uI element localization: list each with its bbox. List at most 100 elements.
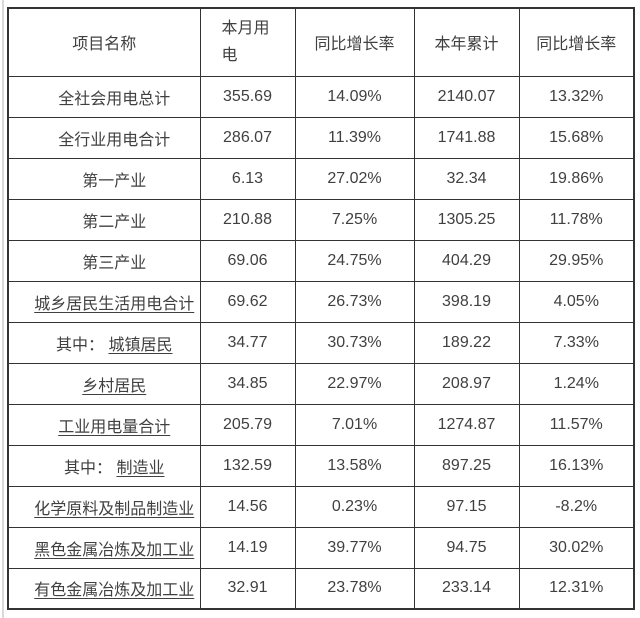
- value-cell: 13.58%: [294, 444, 415, 487]
- row-label-prefix: 其中：: [64, 459, 117, 477]
- table-row: 乡村居民 34.85 22.97% 208.97 1.24%: [7, 362, 635, 405]
- value-cell: 32.91: [199, 567, 296, 610]
- row-label-cell: 其中： 制造业: [7, 444, 201, 487]
- value-cell: 15.68%: [518, 116, 635, 159]
- value-cell: 11.57%: [518, 403, 635, 446]
- row-label-prefix: 其中：: [56, 336, 109, 354]
- row-link[interactable]: 城乡居民生活用电合计: [34, 295, 195, 313]
- row-label-cell: 工业用电量合计: [7, 403, 201, 446]
- row-label-cell: 第三产业: [7, 239, 201, 282]
- row-label-cell: 乡村居民: [7, 362, 201, 405]
- row-label-cell: 全社会用电总计: [7, 75, 201, 118]
- row-link[interactable]: 黑色金属冶炼及加工业: [34, 541, 195, 559]
- value-cell: 2140.07: [413, 75, 520, 118]
- table-row: 全社会用电总计 355.69 14.09% 2140.07 13.32%: [7, 75, 635, 118]
- value-cell: 7.33%: [518, 321, 635, 364]
- row-link[interactable]: 制造业: [116, 459, 165, 477]
- row-link[interactable]: 工业用电量合计: [58, 418, 171, 436]
- row-label: 第二产业: [82, 213, 147, 231]
- table-row: 黑色金属冶炼及加工业 14.19 39.77% 94.75 30.02%: [7, 526, 635, 569]
- row-label-cell: 化学原料及制品制造业: [7, 485, 201, 528]
- value-cell: 97.15: [413, 485, 520, 528]
- value-cell: 1.24%: [518, 362, 635, 405]
- value-cell: 13.32%: [518, 75, 635, 118]
- page-left-rule: [2, 0, 4, 618]
- value-cell: 94.75: [413, 526, 520, 569]
- value-cell: 69.06: [199, 239, 296, 282]
- value-cell: 0.23%: [294, 485, 415, 528]
- row-label-cell: 城乡居民生活用电合计: [7, 280, 201, 323]
- col-header-yoy-growth-ytd: 同比增长率: [518, 7, 635, 77]
- table-body: 全社会用电总计 355.69 14.09% 2140.07 13.32% 全行业用电合计 2…: [7, 75, 635, 610]
- row-label-cell: 有色金属冶炼及加工业: [7, 567, 201, 610]
- value-cell: 39.77%: [294, 526, 415, 569]
- value-cell: 32.34: [413, 157, 520, 200]
- value-cell: 286.07: [199, 116, 296, 159]
- value-cell: 7.01%: [294, 403, 415, 446]
- value-cell: 189.22: [413, 321, 520, 364]
- value-cell: 27.02%: [294, 157, 415, 200]
- value-cell: 1741.88: [413, 116, 520, 159]
- row-label: 第三产业: [82, 254, 147, 272]
- row-label-cell: 第二产业: [7, 198, 201, 241]
- row-label-cell: 第一产业: [7, 157, 201, 200]
- value-cell: 7.25%: [294, 198, 415, 241]
- row-label: 第一产业: [82, 172, 147, 190]
- row-label: 全社会用电总计: [58, 90, 171, 108]
- value-cell: 69.62: [199, 280, 296, 323]
- value-cell: 24.75%: [294, 239, 415, 282]
- col-header-month-usage: 本月用 电: [199, 7, 296, 77]
- value-cell: 897.25: [413, 444, 520, 487]
- value-cell: 4.05%: [518, 280, 635, 323]
- table-row: 全行业用电合计 286.07 11.39% 1741.88 15.68%: [7, 116, 635, 159]
- table-row: 其中： 制造业 132.59 13.58% 897.25 16.13%: [7, 444, 635, 487]
- table-header-row: 项目名称 本月用 电 同比增长率 本年累计 同比增长率: [7, 7, 635, 77]
- table-row: 有色金属冶炼及加工业 32.91 23.78% 233.14 12.31%: [7, 567, 635, 610]
- value-cell: 30.73%: [294, 321, 415, 364]
- value-cell: 404.29: [413, 239, 520, 282]
- value-cell: 210.88: [199, 198, 296, 241]
- value-cell: 208.97: [413, 362, 520, 405]
- table-row: 化学原料及制品制造业 14.56 0.23% 97.15 -8.2%: [7, 485, 635, 528]
- value-cell: 355.69: [199, 75, 296, 118]
- table-row: 城乡居民生活用电合计 69.62 26.73% 398.19 4.05%: [7, 280, 635, 323]
- value-cell: 6.13: [199, 157, 296, 200]
- value-cell: 30.02%: [518, 526, 635, 569]
- col-header-ytd-total: 本年累计: [413, 7, 520, 77]
- value-cell: 1305.25: [413, 198, 520, 241]
- value-cell: 14.19: [199, 526, 296, 569]
- row-link[interactable]: 化学原料及制品制造业: [34, 500, 195, 518]
- table-row: 第二产业 210.88 7.25% 1305.25 11.78%: [7, 198, 635, 241]
- value-cell: 34.77: [199, 321, 296, 364]
- row-link[interactable]: 城镇居民: [108, 336, 173, 354]
- value-cell: 14.56: [199, 485, 296, 528]
- value-cell: 19.86%: [518, 157, 635, 200]
- electricity-data-table: 项目名称 本月用 电 同比增长率 本年累计 同比增长率 全社会用电总计 355.6…: [7, 7, 635, 610]
- value-cell: 23.78%: [294, 567, 415, 610]
- row-link[interactable]: 乡村居民: [82, 377, 147, 395]
- table-row: 第三产业 69.06 24.75% 404.29 29.95%: [7, 239, 635, 282]
- col-header-yoy-growth-month: 同比增长率: [294, 7, 415, 77]
- value-cell: -8.2%: [518, 485, 635, 528]
- value-cell: 398.19: [413, 280, 520, 323]
- value-cell: 132.59: [199, 444, 296, 487]
- value-cell: 11.78%: [518, 198, 635, 241]
- value-cell: 205.79: [199, 403, 296, 446]
- value-cell: 29.95%: [518, 239, 635, 282]
- row-link[interactable]: 有色金属冶炼及加工业: [34, 582, 195, 600]
- value-cell: 22.97%: [294, 362, 415, 405]
- value-cell: 11.39%: [294, 116, 415, 159]
- table-row: 其中： 城镇居民 34.77 30.73% 189.22 7.33%: [7, 321, 635, 364]
- table-row: 工业用电量合计 205.79 7.01% 1274.87 11.57%: [7, 403, 635, 446]
- value-cell: 12.31%: [518, 567, 635, 610]
- row-label: 全行业用电合计: [58, 131, 171, 149]
- row-label-cell: 全行业用电合计: [7, 116, 201, 159]
- value-cell: 26.73%: [294, 280, 415, 323]
- value-cell: 1274.87: [413, 403, 520, 446]
- table-row: 第一产业 6.13 27.02% 32.34 19.86%: [7, 157, 635, 200]
- value-cell: 34.85: [199, 362, 296, 405]
- value-cell: 14.09%: [294, 75, 415, 118]
- row-label-cell: 其中： 城镇居民: [7, 321, 201, 364]
- value-cell: 16.13%: [518, 444, 635, 487]
- value-cell: 233.14: [413, 567, 520, 610]
